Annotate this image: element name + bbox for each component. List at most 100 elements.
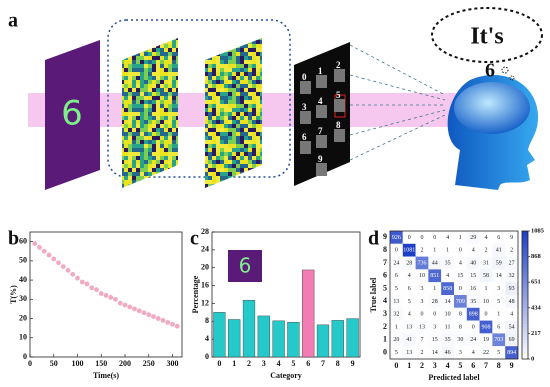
cell [441,269,454,283]
panel-label: c [190,228,199,250]
point [136,308,142,314]
x-tick-label: 7 [321,359,325,368]
y-tick-label: 5 [383,283,387,292]
colorbar-step [522,320,528,325]
cell [415,243,429,257]
cell-label: 10 [445,312,451,318]
x-tick-label: 6 [471,361,475,370]
bubble-text: It's [470,24,503,50]
colorbar-step [522,327,528,331]
x-tick-label: 250 [143,359,155,368]
x-tick-label: 7 [484,361,488,370]
cell [428,333,442,347]
x-tick-label: 8 [497,361,501,370]
colorbar-step [522,339,528,344]
cell [428,282,442,295]
grid-label: 3 [302,102,307,112]
cell-label: 9 [510,235,513,241]
point [141,310,147,316]
bubble-digit: 6 [485,60,495,82]
cell [402,269,416,283]
x-tick-label: 3 [262,359,266,368]
point [103,293,109,298]
cell-label: 6 [497,235,500,241]
colorbar-step [522,333,528,337]
cell [441,320,454,334]
bar [228,319,241,358]
point [70,271,76,277]
point [113,296,118,302]
cell-label: 703 [494,337,503,343]
cell [454,295,467,308]
cell [415,269,429,283]
grid-cell [300,141,311,154]
grid-cell [316,163,327,176]
colorbar-step [522,256,528,261]
colorbar-step [522,282,528,286]
speech-bubble [431,7,543,63]
cell [441,256,454,270]
point [41,248,47,254]
cell-label: 4 [446,235,449,241]
colorbar-tick-label: 1085 [531,227,545,234]
cell [454,256,467,270]
cell-label: 8 [459,324,462,330]
cell-label: 3 [497,286,500,292]
panel-label: a [8,10,18,32]
point [98,291,104,296]
colorbar-step [522,247,528,251]
colorbar-step [522,285,528,289]
x-axis-label: Time(s) [93,371,119,380]
cell-label: 13 [419,324,425,330]
x-tick-label: 300 [167,359,179,368]
grid-label: 5 [336,90,341,100]
grid-cell [334,99,345,112]
colorbar-step [522,269,528,273]
cell [479,320,493,334]
cell [390,295,403,308]
bar [346,318,359,358]
y-tick-label: 2 [383,322,387,331]
point [65,268,71,273]
cell [466,256,480,270]
cell-label: 0 [433,235,436,241]
y-tick-label: 60 [19,236,27,245]
x-tick-label: 2 [247,359,251,368]
cell-label: 1081 [403,248,415,254]
cell [466,320,480,334]
cell [402,231,416,244]
colorbar-frame [521,230,529,360]
cell-label: 2 [421,248,424,254]
point [160,318,166,323]
colorbar-step [522,355,528,360]
cell-label: 32 [509,273,515,279]
cell [415,231,429,244]
cell-label: 58 [483,273,489,279]
cell-label: 41 [406,337,412,343]
inset-image [228,250,262,282]
y-tick-label: 6 [383,271,387,280]
cell [390,269,403,283]
cell [402,282,416,295]
panel-a-diagram: 6 It's 6 [28,7,543,190]
cell-label: 1 [433,248,436,254]
cell [428,346,442,359]
cell-label: 31 [483,260,489,266]
cell-label: 46 [445,350,451,356]
cell [466,307,480,321]
cell-label: 4 [459,260,462,266]
cell-label: 5 [497,350,500,356]
cell [505,346,518,359]
point [165,319,171,325]
cell-label: 32 [393,312,399,318]
cell [505,295,518,308]
cell [441,295,454,308]
cell-label: 0 [395,248,398,254]
cell-label: 27 [509,260,515,266]
y-tick-label: 4 [205,334,209,343]
cell [415,256,429,270]
cell [505,243,518,257]
cell [390,243,403,257]
bar [287,321,300,358]
input-image [45,40,100,190]
